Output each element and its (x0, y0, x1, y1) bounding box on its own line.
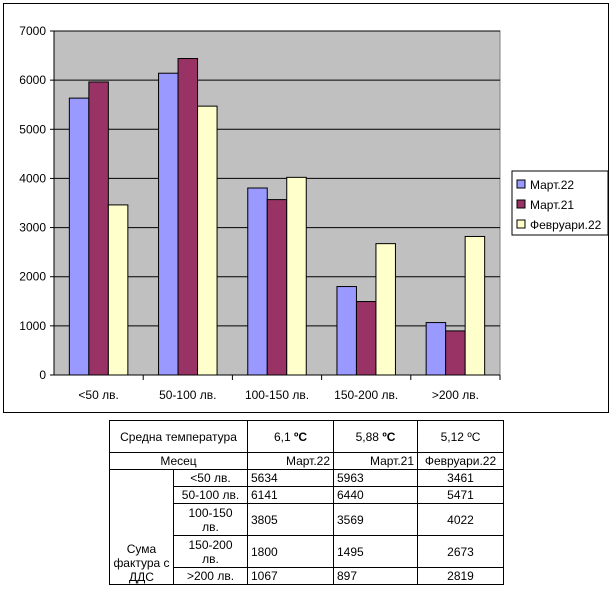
table-cell: 5634 (247, 469, 334, 487)
x-tick-label: <50 лв. (78, 388, 118, 402)
bar (177, 58, 199, 376)
table-cell: 1067 (247, 567, 334, 585)
table-row: 150-200 лв. 1800 1495 2673 (110, 535, 504, 568)
y-tick-label: 7000 (19, 24, 46, 38)
temperature-cell: 6,1 ºC (247, 420, 334, 453)
x-tick-label: 150-200 лв. (334, 388, 398, 402)
bar (375, 243, 396, 376)
temperature-row: Средна температура 6,1 ºC 5,88 ºC 5,12 º… (109, 420, 504, 453)
bar (88, 81, 109, 376)
month-label: Месец (109, 452, 248, 470)
bar (107, 204, 129, 376)
x-tick-label: 100-150 лв. (245, 388, 309, 402)
table-cell: 4022 (417, 503, 504, 536)
month-header: Март.22 (247, 452, 334, 470)
y-tick-label: 6000 (19, 73, 46, 87)
y-tick-label: 3000 (19, 221, 46, 235)
month-header: Март.21 (333, 452, 418, 470)
table-cell: 1800 (247, 535, 334, 568)
bar (464, 235, 486, 376)
bar (286, 176, 307, 376)
y-tick-label: 5000 (19, 122, 46, 136)
table-cell: 5963 (333, 469, 418, 487)
row-label: 150-200 лв. (173, 535, 248, 568)
bar (425, 322, 447, 376)
table-cell: 897 (333, 567, 418, 585)
bar (355, 301, 377, 376)
table-row: 100-150 лв. 3805 3569 4022 (110, 503, 504, 536)
y-tick-label: 0 (39, 368, 46, 382)
legend-box (511, 170, 608, 236)
bar (197, 105, 218, 376)
table-cell: 3461 (417, 469, 504, 487)
table-cell: 6141 (247, 486, 334, 504)
row-label: >200 лв. (173, 567, 248, 585)
row-label: <50 лв. (173, 469, 248, 487)
table-row: Сума фактура с ДДС <50 лв. 5634 5963 346… (109, 469, 504, 585)
temperature-label: Средна температура (109, 420, 248, 453)
bar (68, 97, 90, 376)
bar (158, 72, 179, 376)
table-cell: 3805 (247, 503, 334, 536)
bar-chart: 0 1000 2000 3000 4000 5000 6000 7000 <50 лв. 50-1… (19, 24, 608, 402)
temperature-cell: 5,12 ºC (417, 420, 504, 453)
y-tick-label: 2000 (19, 270, 46, 284)
row-label: 100-150 лв. (173, 503, 248, 536)
legend-swatch (516, 179, 526, 189)
table-row: >200 лв. 1067 897 2819 (110, 567, 504, 585)
table-cell: 2819 (417, 567, 504, 585)
legend-swatch (516, 199, 526, 209)
y-tick-label: 4000 (19, 171, 46, 185)
bar (247, 187, 268, 376)
data-table: Средна температура 6,1 ºC 5,88 ºC 5,12 º… (109, 420, 504, 585)
table-cell: 3569 (333, 503, 418, 536)
table-row: 50-100 лв. 6141 6440 5471 (110, 486, 504, 504)
bar (336, 286, 357, 376)
group-label: Сума фактура с ДДС (109, 469, 174, 585)
bar (266, 199, 288, 376)
bar (445, 330, 466, 376)
table-cell: 1495 (333, 535, 418, 568)
row-label: 50-100 лв. (173, 486, 248, 504)
table-cell: 6440 (333, 486, 418, 504)
table-cell: 5471 (417, 486, 504, 504)
temperature-cell: 5,88 ºC (333, 420, 418, 453)
month-row: Месец Март.22 Март.21 Февруари.22 (109, 452, 504, 470)
x-tick-label: >200 лв. (432, 388, 479, 402)
legend-label: Февруари.22 (530, 218, 602, 232)
month-header: Февруари.22 (417, 452, 504, 470)
legend-label: Март.21 (530, 198, 574, 212)
chart-frame: 0 1000 2000 3000 4000 5000 6000 7000 <50 лв. 50-1… (3, 3, 609, 413)
x-tick-label: 50-100 лв. (159, 388, 216, 402)
legend-swatch (516, 219, 526, 229)
y-tick-label: 1000 (19, 319, 46, 333)
table-cell: 2673 (417, 535, 504, 568)
legend-label: Март.22 (530, 178, 574, 192)
